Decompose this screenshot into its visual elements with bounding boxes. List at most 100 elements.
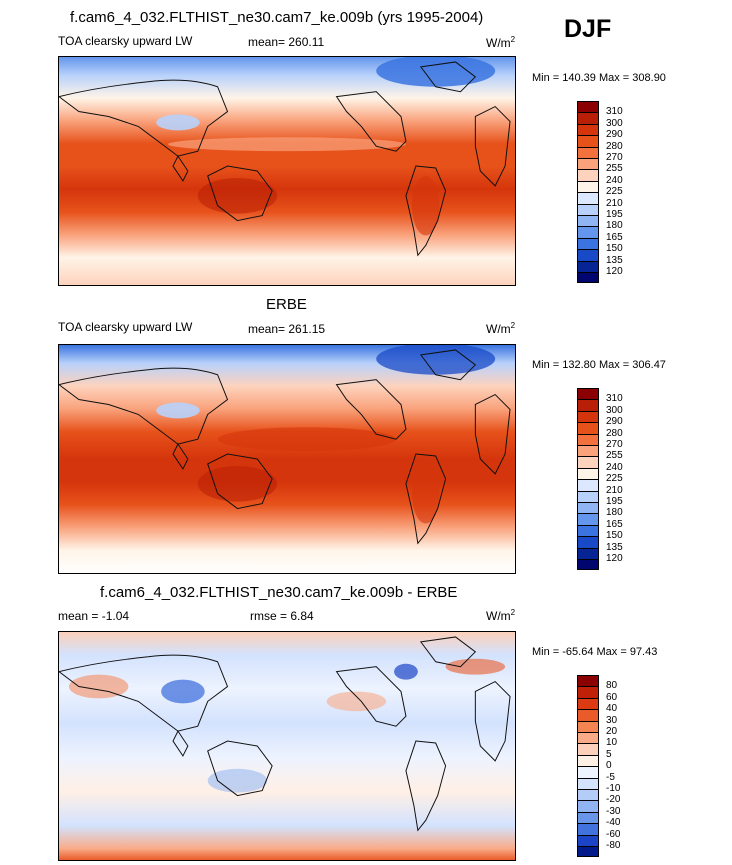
panel-1-colorbar-label-7: 225 (606, 186, 623, 198)
panel-2-colorbar-swatch-5 (577, 445, 599, 457)
panel-1-cold-pole (376, 57, 496, 87)
panel-3-colorbar-label-5: 10 (606, 737, 618, 749)
panel-3-europe (445, 658, 506, 675)
panel-1-colorbar-swatch-7 (577, 180, 599, 193)
panel-3-colorbar-swatch-5 (577, 732, 599, 744)
panel-3-colorbar-swatch-9 (577, 777, 599, 789)
panel-1-variable: TOA clearsky upward LW (58, 34, 193, 48)
panel-1-colorbar-swatch-15 (577, 272, 599, 284)
panel-2-tibet (156, 402, 200, 419)
panel-2-map-svg (59, 345, 515, 573)
panel-3-colorbar-swatch-13 (577, 823, 599, 835)
panel-1-colorbar: 310 300 290 280 270 255 240 225 210 195 180 165 150 1… (577, 101, 623, 284)
panel-1-colorbar-label-0: 310 (606, 106, 623, 118)
panel-2-mean: mean= 261.15 (248, 322, 326, 336)
panel-1-colorbar-label-3: 280 (606, 140, 623, 152)
panel-1-colorbar-swatch-10 (577, 215, 599, 227)
panel-1-colorbar-swatch-4 (577, 146, 599, 158)
panel-2-colorbar-swatch-0 (577, 388, 599, 400)
panel-3-colorbar-label-4: 20 (606, 726, 618, 737)
panel-1-colorbar-swatch-0 (577, 101, 599, 113)
panel-2-field (59, 345, 515, 573)
panel-3-colorbar-swatch-8 (577, 766, 599, 778)
panel-3-colorbar-label-0: 80 (606, 680, 618, 692)
panel-2-samerica (411, 463, 440, 524)
panel-2-colorbar-swatch-8 (577, 479, 599, 491)
panel-1-colorbar-swatch-3 (577, 135, 599, 147)
panel-1-minmax: Min = 140.39 Max = 308.90 (532, 72, 666, 84)
panel-2-colorbar-label-4: 270 (606, 439, 623, 450)
panel-2-colorbar-label-2: 290 (606, 416, 623, 428)
panel-3-field (59, 632, 515, 860)
panel-3-colorbar: 80 60 40 30 20 10 5 0 -5 -10 -20 -30 -40 -60 -80 (577, 675, 620, 858)
panel-1-npac (168, 137, 406, 152)
panel-1-colorbar-label-14: 120 (606, 266, 623, 277)
panel-3-colorbar-label-12: -40 (606, 817, 621, 829)
panel-2-colorbar-swatch-2 (577, 410, 599, 423)
panel-3-colorbar-swatch-1 (577, 686, 599, 698)
panel-1-colorbar-swatch-12 (577, 237, 599, 250)
panel-3-colorbar-swatch-3 (577, 709, 599, 721)
panel-3-namerica (326, 691, 387, 712)
panel-2-colorbar-label-3: 280 (606, 427, 623, 439)
panel-1-coastlines (59, 61, 511, 257)
panel-2-colorbar-swatch-14 (577, 547, 599, 559)
panel-2-colorbar-swatch-13 (577, 536, 599, 548)
panel-2-colorbar-label-1: 300 (606, 404, 623, 416)
panel-1-colorbar-label-12: 150 (606, 243, 623, 255)
panel-3-colorbar-label-13: -60 (606, 828, 621, 840)
panel-3-colorbar-label-1: 60 (606, 691, 618, 703)
panel-2-variable: TOA clearsky upward LW (58, 320, 193, 334)
panel-3-colorbar-swatch-15 (577, 846, 599, 858)
panel-3-tibet (161, 679, 205, 704)
panel-2-colorbar-swatch-10 (577, 502, 599, 514)
panel-2-colorbar-swatch-1 (577, 399, 599, 411)
panel-2-colorbar-label-5: 255 (606, 450, 623, 462)
panel-2-minmax: Min = 132.80 Max = 306.47 (532, 359, 666, 371)
panel-1-colorbar-swatch-9 (577, 203, 599, 215)
panel-2-colorbar-label-10: 180 (606, 507, 623, 519)
panel-3-colorbar-label-14: -80 (606, 840, 621, 851)
panel-1-units: W/m2 (486, 35, 516, 50)
panel-1-colorbar-label-10: 180 (606, 220, 623, 232)
panel-2-npac (217, 427, 397, 452)
panel-3-colorbar-swatch-6 (577, 743, 599, 755)
panel-1-colorbar-swatch-11 (577, 226, 599, 238)
panel-2-colorbar-label-8: 210 (606, 484, 623, 496)
panel-2-colorbar-swatch-6 (577, 456, 599, 468)
panel-3-colorbar-label-6: 5 (606, 748, 612, 760)
panel-3-colorbar-swatch-10 (577, 789, 599, 801)
panel-1-colorbar-swatch-2 (577, 123, 599, 136)
panel-2-colorbar-swatch-7 (577, 467, 599, 480)
panel-1-colorbar-label-5: 255 (606, 163, 623, 175)
panel-2-colorbar-swatch-11 (577, 513, 599, 525)
panel-2-colorbar-label-6: 240 (606, 461, 623, 473)
panel-3-colorbar-label-10: -20 (606, 794, 621, 806)
panel-2-colorbar-label-14: 120 (606, 553, 623, 564)
panel-2-units: W/m2 (486, 321, 516, 336)
panel-3-colorbar-label-2: 40 (606, 703, 618, 715)
panel-1-title: f.cam6_4_032.FLTHIST_ne30.cam7_ke.009b (… (70, 9, 484, 26)
panel-3-mean: mean = -1.04 (58, 609, 130, 623)
panel-1-colorbar-swatch-1 (577, 112, 599, 124)
panel-3-colorbar-swatch-2 (577, 697, 599, 710)
panel-2-coastlines (59, 349, 511, 545)
panel-1-colorbar-swatch-8 (577, 192, 599, 204)
panel-3-colorbar-swatch-0 (577, 675, 599, 687)
panel-1-colorbar-swatch-5 (577, 158, 599, 170)
panel-3-minmax: Min = -65.64 Max = 97.43 (532, 646, 658, 658)
panel-1-map-svg (59, 57, 515, 285)
panel-1-colorbar-swatch-6 (577, 169, 599, 181)
panel-2-colorbar-label-0: 310 (606, 393, 623, 405)
panel-1-colorbar-label-9: 195 (606, 209, 623, 220)
panel-1-colorbar-label-8: 210 (606, 197, 623, 209)
panel-3-colorbar-swatch-14 (577, 834, 599, 846)
panel-1-colorbar-swatch-14 (577, 260, 599, 272)
panel-3-colorbar-label-3: 30 (606, 714, 618, 726)
panel-2-colorbar-label-11: 165 (606, 518, 623, 530)
panel-3-colorbar-swatch-7 (577, 754, 599, 767)
panel-1-colorbar-label-11: 165 (606, 231, 623, 243)
panel-2-colorbar-swatch-9 (577, 490, 599, 502)
panel-1-map (58, 56, 516, 286)
panel-1-tibet (156, 114, 200, 131)
